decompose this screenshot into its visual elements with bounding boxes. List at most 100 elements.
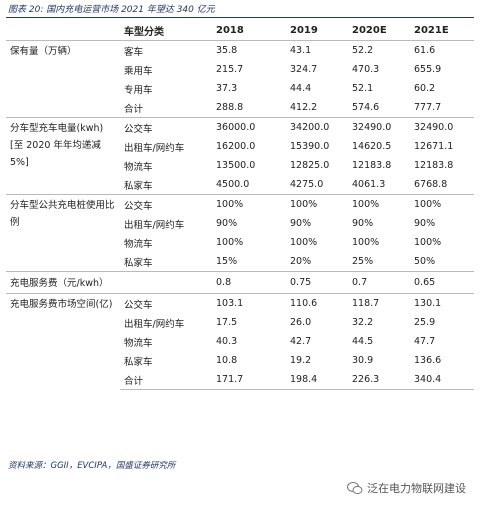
watermark-text: 泛在电力物联网建设 bbox=[367, 482, 466, 495]
value-cell: 90% bbox=[290, 218, 312, 229]
value-cell: 25.9 bbox=[414, 317, 436, 328]
value-cell: 35.8 bbox=[212, 40, 286, 60]
group-label: 保有量（万辆） bbox=[6, 40, 120, 118]
value-cell: 90% bbox=[216, 218, 238, 229]
group-label: 分车型充车电量(kwh)[至 2020 年年均递减 5%] bbox=[6, 117, 120, 195]
cell bbox=[120, 271, 212, 294]
value-cell: 47.7 bbox=[414, 336, 436, 347]
value-cell: 37.3 bbox=[216, 83, 238, 94]
value-cell: 43.1 bbox=[286, 40, 348, 60]
header-cell: 2019 bbox=[286, 20, 348, 41]
value-cell: 10.8 bbox=[216, 355, 238, 366]
value-cell: 50% bbox=[410, 252, 474, 272]
value-cell: 60.2 bbox=[414, 83, 436, 94]
source: 资料来源：GGII，EVCIPA，国盛证券研究所 bbox=[8, 461, 176, 471]
value-cell: 61.6 bbox=[410, 40, 474, 60]
table-row: 私家车 15% 20% 25% 50% bbox=[6, 252, 474, 272]
value-cell: 90% bbox=[352, 218, 374, 229]
value-cell: 470.3 bbox=[352, 64, 380, 75]
value-cell: 655.9 bbox=[414, 64, 442, 75]
table-row: 出租车/网约车 16200.0 15390.0 14620.5 12671.1 bbox=[6, 137, 474, 156]
value-cell: 215.7 bbox=[216, 64, 244, 75]
value-cell: 15390.0 bbox=[290, 141, 330, 152]
table-row: 私家车 4500.0 4275.0 4061.3 6768.8 bbox=[6, 175, 474, 195]
value-cell: 103.1 bbox=[212, 293, 286, 313]
value-cell: 574.6 bbox=[348, 98, 410, 118]
category-cell: 公交车 bbox=[120, 117, 212, 137]
value-cell: 118.7 bbox=[348, 293, 410, 313]
value-cell: 26.0 bbox=[290, 317, 312, 328]
value-cell: 12183.8 bbox=[352, 160, 392, 171]
value-cell: 412.2 bbox=[286, 98, 348, 118]
category-cell: 私家车 bbox=[120, 252, 212, 272]
group-label: 分车型公共充电桩使用比例 bbox=[6, 194, 120, 272]
header-cell: 2021E bbox=[410, 20, 474, 41]
value-cell: 30.9 bbox=[352, 355, 374, 366]
value-cell: 340.4 bbox=[410, 370, 474, 390]
value-cell: 100% bbox=[212, 194, 286, 214]
value-cell: 0.65 bbox=[410, 271, 474, 294]
value-cell: 100% bbox=[348, 194, 410, 214]
category-cell: 物流车 bbox=[124, 161, 153, 173]
value-cell: 4275.0 bbox=[286, 175, 348, 195]
rule bbox=[6, 17, 474, 18]
value-cell: 32490.0 bbox=[348, 117, 410, 137]
value-cell: 40.3 bbox=[216, 336, 238, 347]
value-cell: 100% bbox=[216, 237, 244, 248]
value-cell: 100% bbox=[286, 194, 348, 214]
value-cell: 4061.3 bbox=[348, 175, 410, 195]
table-row: 充电服务费（元/kwh） 0.8 0.75 0.7 0.65 bbox=[6, 271, 474, 294]
table-row: 出租车/网约车 17.5 26.0 32.2 25.9 bbox=[6, 313, 474, 332]
value-cell: 100% bbox=[414, 237, 442, 248]
category-cell: 合计 bbox=[120, 370, 212, 390]
value-cell: 16200.0 bbox=[216, 141, 256, 152]
value-cell: 44.4 bbox=[290, 83, 312, 94]
category-cell: 物流车 bbox=[124, 238, 153, 250]
value-cell: 36000.0 bbox=[212, 117, 286, 137]
table-row: 专用车 37.3 44.4 52.1 60.2 bbox=[6, 79, 474, 98]
category-cell: 私家车 bbox=[124, 356, 153, 368]
group-label: 充电服务费市场空间(亿) bbox=[6, 293, 120, 390]
category-cell: 出租车/网约车 bbox=[124, 219, 185, 231]
table-row: 私家车 10.8 19.2 30.9 136.6 bbox=[6, 351, 474, 370]
value-cell: 20% bbox=[286, 252, 348, 272]
watermark: 泛在电力物联网建设 bbox=[347, 480, 466, 496]
value-cell: 34200.0 bbox=[286, 117, 348, 137]
table-row: 合计 171.7 198.4 226.3 340.4 bbox=[6, 370, 474, 390]
value-cell: 226.3 bbox=[348, 370, 410, 390]
category-cell: 出租车/网约车 bbox=[124, 142, 185, 154]
table-row: 分车型公共充电桩使用比例 公交车 100% 100% 100% 100% bbox=[6, 194, 474, 272]
category-cell: 公交车 bbox=[120, 194, 212, 214]
table-row: 物流车 13500.0 12825.0 12183.8 12183.8 bbox=[6, 156, 474, 175]
header-cell: 2020E bbox=[348, 20, 410, 41]
value-cell: 12183.8 bbox=[414, 160, 454, 171]
category-cell: 私家车 bbox=[120, 175, 212, 195]
table-row: 保有量（万辆） 客车 35.8 43.1 52.2 61.6 bbox=[6, 40, 474, 118]
value-cell: 0.75 bbox=[286, 271, 348, 294]
value-cell: 25% bbox=[348, 252, 410, 272]
value-cell: 17.5 bbox=[216, 317, 238, 328]
table-row: 合计 288.8 412.2 574.6 777.7 bbox=[6, 98, 474, 118]
title: 图表 20: 国内充电运营市场 2021 年望达 340 亿元 bbox=[8, 5, 215, 15]
value-cell: 130.1 bbox=[410, 293, 474, 313]
value-cell: 32.2 bbox=[352, 317, 374, 328]
table-row: 物流车 40.3 42.7 44.5 47.7 bbox=[6, 332, 474, 351]
value-cell: 0.7 bbox=[348, 271, 410, 294]
category-cell: 客车 bbox=[120, 40, 212, 60]
category-cell: 合计 bbox=[120, 98, 212, 118]
value-cell: 288.8 bbox=[212, 98, 286, 118]
value-cell: 100% bbox=[410, 194, 474, 214]
wechat-icon bbox=[347, 482, 363, 495]
value-cell: 100% bbox=[290, 237, 318, 248]
value-cell: 6768.8 bbox=[410, 175, 474, 195]
data-table: 车型分类 2018 2019 2020E 2021E 保有量（万辆） 客车 35.8 43.1… bbox=[6, 20, 474, 390]
table-row: 乘用车 215.7 324.7 470.3 655.9 bbox=[6, 60, 474, 79]
value-cell: 44.5 bbox=[352, 336, 374, 347]
table-row: 物流车 100% 100% 100% 100% bbox=[6, 233, 474, 252]
header-cell bbox=[6, 20, 120, 41]
value-cell: 19.2 bbox=[290, 355, 312, 366]
value-cell: 14620.5 bbox=[352, 141, 392, 152]
value-cell: 90% bbox=[414, 218, 436, 229]
group-label: 充电服务费（元/kwh） bbox=[6, 271, 120, 294]
